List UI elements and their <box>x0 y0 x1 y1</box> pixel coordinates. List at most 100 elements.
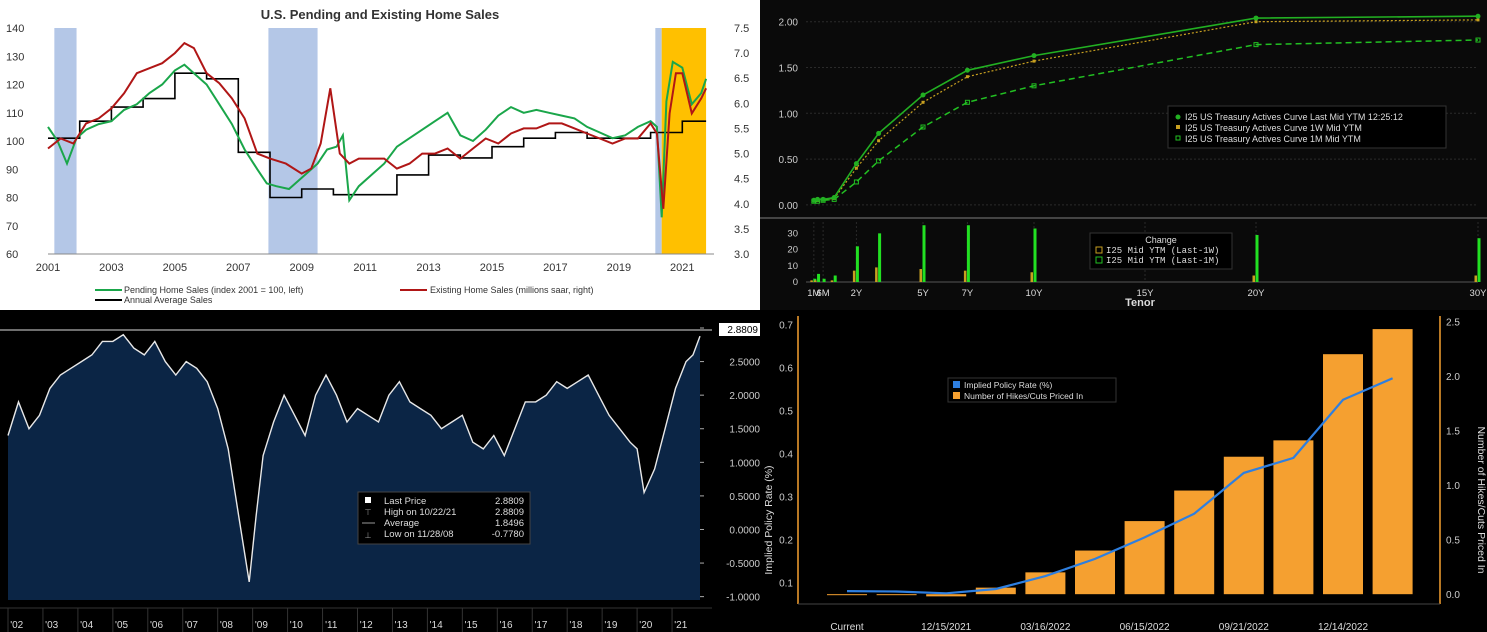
y-tick-left: 120 <box>6 80 24 92</box>
policy-legend: Implied Policy Rate (%) Number of Hikes/… <box>947 377 1117 403</box>
change-bar-1w <box>830 280 834 282</box>
y-tick-left: 0.5 <box>779 407 793 418</box>
x-tick: 1M <box>807 288 820 299</box>
y-tick-right: 3.0 <box>734 249 749 261</box>
bar <box>876 594 917 596</box>
legend-label-hikes: Number of Hikes/Cuts Priced In <box>964 391 1083 401</box>
y-tick-right: 3.5 <box>734 224 749 236</box>
y-tick: 1.50 <box>779 64 799 75</box>
x-tick: '19 <box>604 620 617 631</box>
change-bar-1m <box>817 273 821 282</box>
price-history-chart: 3.00002.50002.00001.50001.00000.50000.00… <box>0 310 760 632</box>
bar <box>975 587 1016 595</box>
x-tick: 2021 <box>670 262 694 274</box>
y-tick-right: 4.5 <box>734 174 749 186</box>
x-tick: '13 <box>395 620 408 631</box>
change-legend-box <box>1089 232 1233 270</box>
x-tick: 2001 <box>36 262 60 274</box>
x-tick: '08 <box>220 620 233 631</box>
legend-swatch-rate <box>953 381 960 388</box>
point-last <box>815 196 821 202</box>
change-bar-1w <box>875 267 878 282</box>
x-tick: 2017 <box>543 262 567 274</box>
bar <box>1174 490 1215 595</box>
point-1w <box>854 166 858 170</box>
y-tick: 0.50 <box>779 155 799 166</box>
legend-label-average: Annual Average Sales <box>124 295 213 305</box>
bar <box>1075 550 1115 595</box>
point-1w <box>921 100 925 104</box>
y-tick-right: 5.0 <box>734 149 749 161</box>
area-fill <box>8 334 700 600</box>
x-tick: 2009 <box>289 262 313 274</box>
curve-legend-box <box>1167 105 1447 149</box>
x-tick: '21 <box>674 620 687 631</box>
x-axis-label: Tenor <box>1125 297 1155 309</box>
curve-legend: I25 US Treasury Actives Curve Last Mid Y… <box>1167 105 1447 149</box>
price-history-svg: 3.00002.50002.00001.50001.00000.50000.00… <box>0 323 760 632</box>
change-bar-1w <box>1030 272 1033 282</box>
y-tick-right: 7.0 <box>734 48 749 60</box>
point-last <box>1031 53 1037 59</box>
x-tick: Current <box>830 622 864 632</box>
x-tick: '17 <box>534 620 547 631</box>
change-bar-1m <box>878 233 882 282</box>
x-tick: 10Y <box>1026 288 1044 299</box>
y-tick-right: 6.5 <box>734 73 749 85</box>
point-last <box>820 196 826 202</box>
y-tick-left: 80 <box>6 193 18 205</box>
point-1m <box>876 158 882 164</box>
bar <box>1124 521 1165 595</box>
stats-label-0: Last Price <box>384 496 426 507</box>
change-y-tick: 30 <box>787 228 798 239</box>
point-1m <box>964 99 970 105</box>
legend-label-1w: I25 US Treasury Actives Curve 1W Mid YTM <box>1185 123 1362 133</box>
stats-value-3: -0.7780 <box>492 529 524 540</box>
stats-label-2: Average <box>384 518 419 529</box>
x-tick: 2Y <box>851 288 863 299</box>
stats-value-1: 2.8809 <box>495 507 524 518</box>
x-tick: '09 <box>255 620 268 631</box>
legend-marker-1w <box>1176 125 1180 129</box>
legend-swatch-hikes <box>953 392 960 399</box>
x-tick: 7Y <box>962 288 974 299</box>
change-bar-1m <box>855 246 859 282</box>
point-1w <box>1254 20 1258 24</box>
y-tick-left: 140 <box>6 23 24 35</box>
bar <box>1323 354 1363 595</box>
y-tick-left: 0.4 <box>779 450 793 461</box>
y-tick-left: 0.6 <box>779 364 793 375</box>
y-tick: 2.00 <box>779 18 799 29</box>
series-line-annual-average <box>48 72 707 199</box>
bar <box>827 594 867 596</box>
x-tick: 2003 <box>99 262 123 274</box>
treasury-curve-chart: 2.00 1.50 1.00 0.50 0.00 1M 6M 2Y 5Y 7Y 10Y 15Y 20Y 3… <box>760 0 1487 310</box>
x-tick: 2013 <box>416 262 440 274</box>
bar <box>1223 456 1264 595</box>
y-axis-label-left: Implied Policy Rate (%) <box>763 465 775 574</box>
change-bar-1m <box>1477 238 1481 282</box>
change-bar-1w <box>852 270 856 282</box>
change-legend-label-1m: I25 Mid YTM (Last-1M) <box>1106 256 1219 266</box>
point-last <box>964 67 970 73</box>
bar <box>926 594 967 597</box>
home-sales-chart: U.S. Pending and Existing Home Sales 140… <box>0 0 760 310</box>
y-tick-right: 1.5 <box>1446 427 1460 438</box>
point-1m <box>1475 37 1481 43</box>
x-tick: 20Y <box>1248 288 1266 299</box>
y-tick-left: 100 <box>6 136 24 148</box>
point-1m <box>1253 42 1259 48</box>
y-tick-left: 90 <box>6 164 18 176</box>
point-1w <box>1032 59 1036 63</box>
policy-rate-chart: 0.7 0.6 0.5 0.4 0.3 0.2 0.1 2.5 2.0 1.5 1.0 0.5 0.0 C… <box>760 310 1487 632</box>
change-bar-1m <box>1255 234 1259 282</box>
legend-label-rate: Implied Policy Rate (%) <box>964 380 1053 390</box>
y-tick: 0.00 <box>779 201 799 212</box>
legend-label-existing: Existing Home Sales (millions saar, righ… <box>430 285 594 295</box>
series-line-existing <box>47 41 708 209</box>
highlight-band <box>661 28 707 254</box>
change-bar-1m <box>966 225 970 282</box>
y-tick: 0.0000 <box>729 525 760 536</box>
stats-value-0: 2.8809 <box>495 496 524 507</box>
